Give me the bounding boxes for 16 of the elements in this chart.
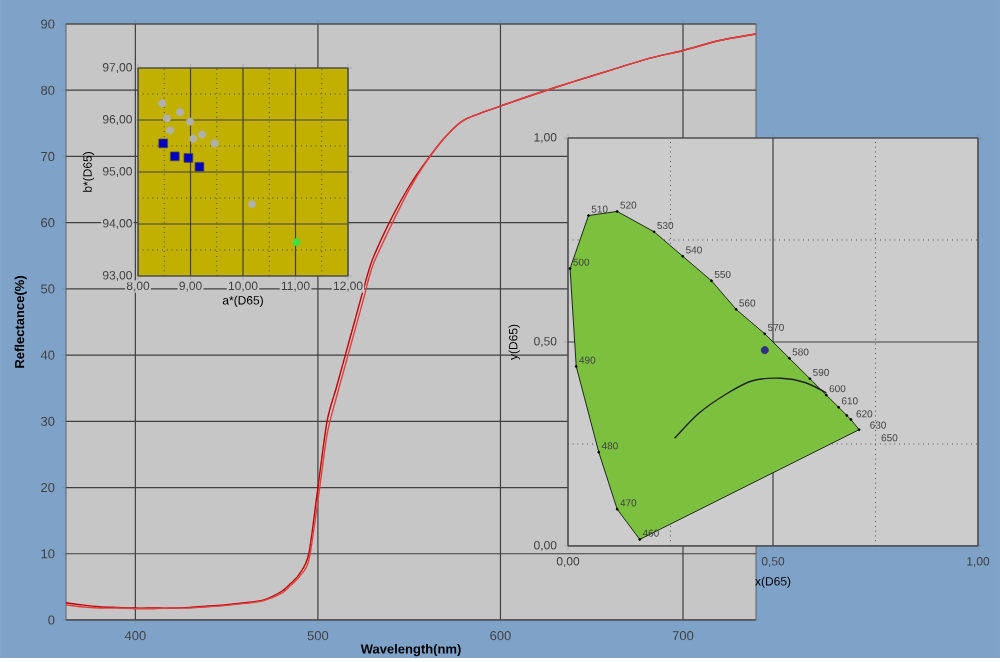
- point: [189, 134, 198, 143]
- point: [292, 237, 301, 246]
- point: [183, 152, 194, 163]
- point: [198, 130, 207, 139]
- point: [176, 107, 185, 116]
- point: [194, 161, 205, 172]
- point: [162, 114, 171, 123]
- point: [760, 345, 769, 354]
- line-series: [673, 377, 827, 439]
- point: [185, 117, 194, 126]
- point: [210, 138, 219, 147]
- point: [169, 151, 180, 161]
- point: [158, 138, 169, 148]
- point: [166, 125, 175, 134]
- point: [158, 98, 167, 107]
- point: [247, 199, 256, 208]
